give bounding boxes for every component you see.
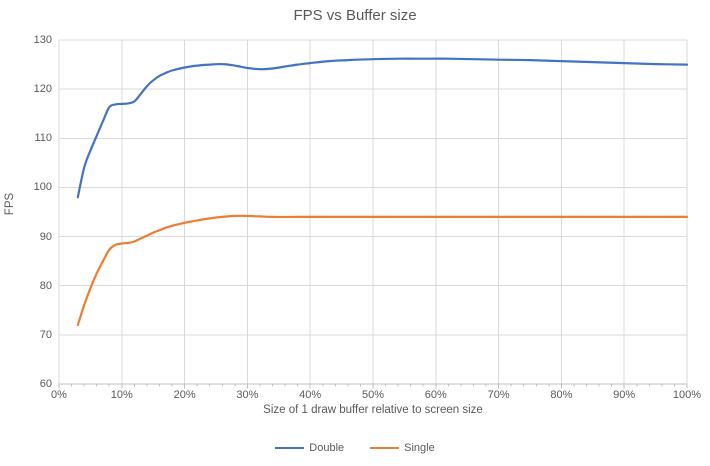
- y-axis-title: FPS: [4, 192, 16, 216]
- legend: Double Single: [0, 442, 710, 454]
- legend-label: Double: [309, 442, 345, 454]
- x-tick-label: 50%: [361, 389, 385, 401]
- x-tick-label: 100%: [672, 389, 702, 401]
- y-tick-label: 110: [34, 132, 52, 145]
- x-tick-label: 70%: [487, 389, 510, 401]
- x-tick-label: 10%: [110, 389, 133, 401]
- x-tick-label: 80%: [550, 389, 573, 401]
- x-tick-label: 30%: [236, 389, 259, 401]
- y-tick-label: 60: [39, 378, 52, 390]
- legend-label: Single: [404, 442, 435, 454]
- x-axis-title: Size of 1 draw buffer relative to screen…: [263, 404, 483, 416]
- y-tick-label: 80: [39, 279, 52, 292]
- y-tick-label: 90: [39, 230, 52, 243]
- y-tick-label: 70: [39, 328, 52, 341]
- x-tick-label: 40%: [299, 389, 322, 401]
- series-line-single: [76, 214, 689, 327]
- x-tick-label: 90%: [613, 389, 636, 401]
- series-line-double: [76, 57, 689, 199]
- y-tick-label: 130: [33, 34, 52, 46]
- x-tick-label: 20%: [173, 389, 196, 401]
- y-tick-label: 120: [33, 83, 52, 96]
- legend-item-single: Single: [370, 442, 435, 454]
- legend-line-swatch-single: [370, 447, 400, 449]
- x-tick-label: 0%: [51, 389, 67, 401]
- legend-line-swatch-double: [275, 447, 305, 449]
- chart-title: FPS vs Buffer size: [293, 7, 417, 24]
- x-tick-label: 60%: [424, 389, 447, 401]
- legend-item-double: Double: [275, 442, 344, 454]
- y-tick-label: 100: [33, 181, 52, 194]
